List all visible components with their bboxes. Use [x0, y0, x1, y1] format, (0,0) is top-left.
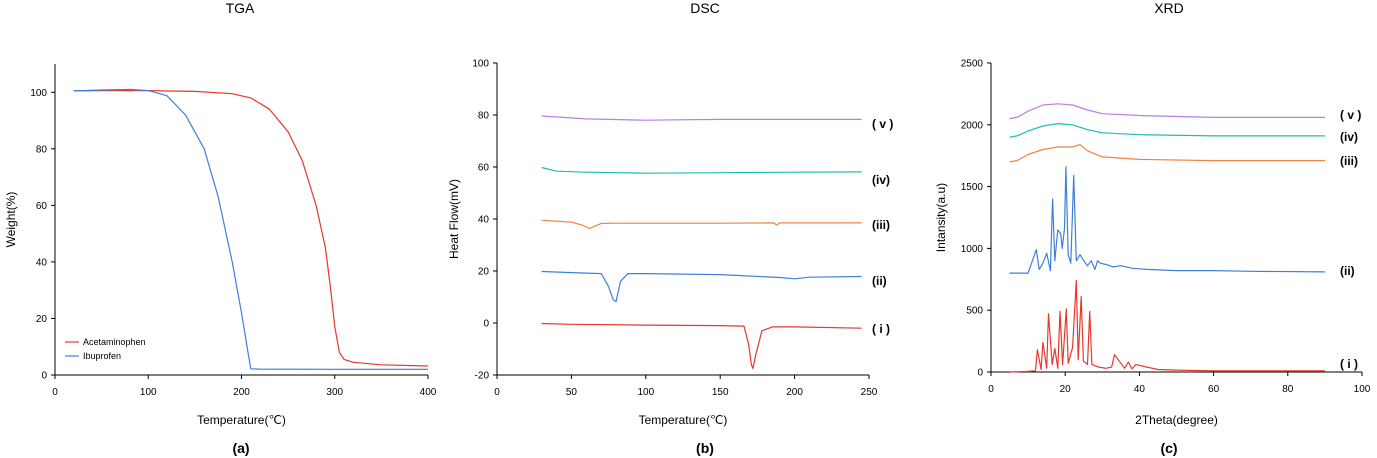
chart3-series-label-5: ( i )	[1340, 357, 1358, 371]
chart1-y-tick-label: 60	[36, 201, 48, 212]
chart3-y-tick-label: 0	[977, 368, 983, 379]
chart1-series-line-2	[73, 88, 428, 370]
chart2-x-tick-label: 100	[637, 387, 654, 398]
chart3-y-tick-label: 500	[966, 306, 983, 317]
chart1-x-tick-label: 200	[233, 387, 250, 398]
chart2-y-tick-label: 0	[483, 319, 489, 330]
chart1-legend-entry-2: Ibuprofen	[83, 351, 121, 361]
chart3-series-line-5	[1009, 279, 1325, 373]
chart2-panel-label: (b)	[696, 440, 714, 456]
chart2-series-line-2	[541, 166, 862, 174]
chart1-y-tick-label: 100	[30, 88, 47, 99]
chart3-x-tick-label: 0	[988, 384, 994, 395]
chart3-title: XRD	[1154, 0, 1184, 16]
chart2-y-tick-label: 20	[478, 267, 490, 278]
chart1-series-line-1	[73, 89, 429, 367]
chart1-x-axis-label: Temperature(℃)	[197, 413, 286, 427]
chart2-series-label-5: ( i )	[872, 322, 890, 336]
chart3-series-line-4	[1009, 166, 1325, 274]
chart3-series-label-2: (iv)	[1340, 130, 1358, 144]
chart2-series-line-3	[541, 219, 862, 230]
chart3-series-line-2	[1009, 122, 1325, 138]
chart3-y-tick-label: 2500	[961, 59, 984, 70]
chart1-y-axis-label: Weight(%)	[4, 192, 18, 248]
chart2-title: DSC	[690, 0, 720, 16]
chart3-y-axis-label: Intansity(a.u)	[934, 183, 948, 252]
chart3-series-label-1: ( v )	[1340, 108, 1361, 122]
chart3-series-label-4: (ii)	[1340, 264, 1355, 278]
chart3-series-label-3: (iii)	[1340, 154, 1358, 168]
chart2-series-line-1	[541, 115, 862, 121]
chart1-y-tick-label: 20	[36, 314, 48, 325]
chart1-x-tick-label: 100	[140, 387, 157, 398]
chart1-x-tick-label: 300	[326, 387, 343, 398]
chart2-x-tick-label: 50	[566, 387, 578, 398]
chart1-x-tick-label: 400	[420, 387, 437, 398]
chart3-x-tick-label: 20	[1060, 384, 1072, 395]
chart1-y-tick-label: 80	[36, 144, 48, 155]
chart1-legend-entry-1: Acetaminophen	[83, 337, 146, 347]
chart2-series-label-3: (iii)	[872, 218, 890, 232]
chart3-x-tick-label: 60	[1208, 384, 1220, 395]
chart3-x-tick-label: 40	[1134, 384, 1146, 395]
chart2-x-tick-label: 200	[786, 387, 803, 398]
chart3-series-line-1	[1009, 103, 1325, 120]
chart2-series-label-4: (ii)	[872, 274, 887, 288]
chart1-title: TGA	[226, 0, 255, 16]
chart1-y-tick-label: 40	[36, 257, 48, 268]
chart2-series-label-1: ( v )	[872, 117, 893, 131]
chart2-series-line-4	[541, 270, 862, 303]
chart2-y-tick-label: 100	[472, 59, 489, 70]
chart2-x-tick-label: 250	[861, 387, 878, 398]
chart1-panel-label: (a)	[232, 440, 249, 456]
chart3-y-tick-label: 1000	[961, 244, 984, 255]
chart2-y-tick-label: 60	[478, 163, 490, 174]
chart3-panel-label: (c)	[1160, 440, 1177, 456]
chart3-y-tick-label: 2000	[961, 120, 984, 131]
chart3-x-tick-label: 80	[1282, 384, 1294, 395]
chart3-x-axis-label: 2Theta(degree)	[1135, 413, 1218, 427]
chart2-y-tick-label: 80	[478, 111, 490, 122]
chart2-series-label-2: (iv)	[872, 173, 890, 187]
chart1-x-tick-label: 0	[52, 387, 58, 398]
chart2-series-line-5	[541, 322, 862, 370]
chart3-y-tick-label: 1500	[961, 182, 984, 193]
chart3-series-line-3	[1009, 144, 1325, 163]
chart2-x-axis-label: Temperature(℃)	[639, 413, 728, 427]
chart2-y-tick-label: 40	[478, 215, 490, 226]
chart2-x-tick-label: 0	[494, 387, 500, 398]
chart3-x-tick-label: 100	[1354, 384, 1371, 395]
chart2-y-tick-label: -20	[475, 371, 490, 382]
chart2-y-axis-label: Heat Flow(mV)	[447, 179, 461, 259]
chart2-x-tick-label: 150	[712, 387, 729, 398]
chart1-y-tick-label: 0	[41, 371, 47, 382]
